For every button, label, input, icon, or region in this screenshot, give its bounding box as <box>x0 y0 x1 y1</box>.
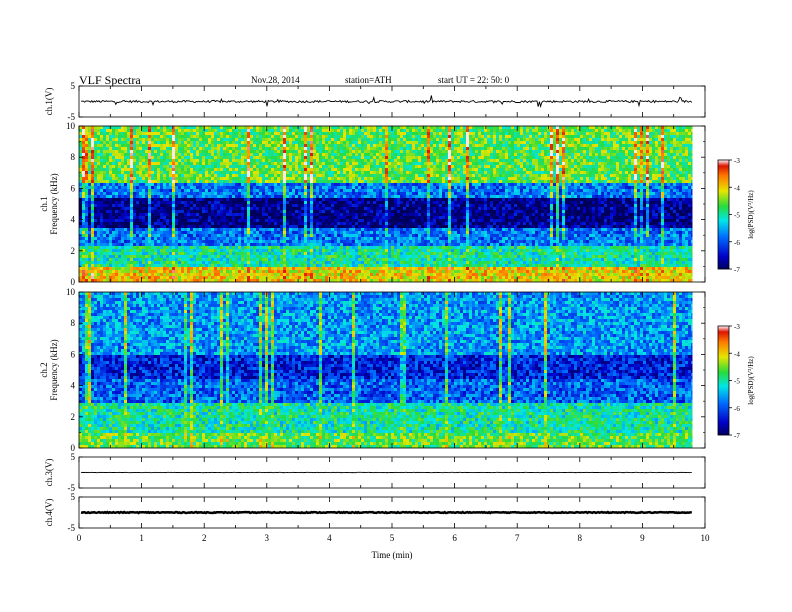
y-tick-label: 6 <box>71 349 76 359</box>
x-tick-label: 4 <box>327 533 332 543</box>
colorbar-tick-label: -4 <box>734 350 740 358</box>
y-axis-label: Frequency (kHz) <box>49 173 59 234</box>
trace-1 <box>81 96 692 107</box>
x-tick-label: 7 <box>515 533 520 543</box>
x-tick-label: 6 <box>452 533 457 543</box>
colorbar-label: log(PSD)(V²/Hz) <box>747 356 755 405</box>
panel-5: 5 -5 ch.4(V) <box>44 492 705 533</box>
colorbar-tick-label: -5 <box>734 212 740 220</box>
x-tick-label: 8 <box>578 533 583 543</box>
x-axis-label: Time (min) <box>372 550 413 560</box>
colorbar-3: -3 -4 -5 -6 -7 log(PSD)(V²/Hz) <box>718 323 755 440</box>
y-tick-label: 8 <box>71 152 76 162</box>
y-tick-label: 5 <box>71 492 76 502</box>
colorbar-label: log(PSD)(V²/Hz) <box>747 190 755 239</box>
panel-1: 5-5ch.1(V) <box>44 81 705 122</box>
colorbar-tick-label: -3 <box>734 157 740 165</box>
y-tick-label: 5 <box>71 81 76 91</box>
colorbar-tick-label: -6 <box>734 405 740 413</box>
trace-5 <box>81 512 692 513</box>
x-tick-label: 9 <box>640 533 645 543</box>
colorbar-tick-label: -3 <box>734 323 740 331</box>
panel-2: -3 -4 -5 -6 -7 log(PSD)(V²/Hz) 0 2 4 6 8 10 ch.1 Freq… <box>39 121 755 287</box>
y-axis-label: ch.1(V) <box>44 88 54 116</box>
y-axis-label: ch.3(V) <box>44 459 54 487</box>
y-tick-label: 0 <box>71 277 76 287</box>
x-tick-label: 0 <box>77 533 82 543</box>
spectrogram-2 <box>79 126 692 282</box>
panel-4: 5-5ch.3(V) <box>44 452 705 493</box>
x-tick-label: 10 <box>701 533 711 543</box>
y-axis-label: ch.4(V) <box>44 499 54 527</box>
colorbar-2: -3 -4 -5 -6 -7 log(PSD)(V²/Hz) <box>718 157 755 274</box>
colorbar-tick-label: -6 <box>734 239 740 247</box>
y-tick-label: 2 <box>71 412 76 422</box>
y-tick-label: -5 <box>68 523 76 533</box>
colorbar-tick-label: -7 <box>734 266 740 274</box>
x-tick-label: 3 <box>265 533 270 543</box>
x-tick-label: 2 <box>202 533 207 543</box>
y-tick-label: 2 <box>71 246 76 256</box>
y-tick-label: 4 <box>71 215 76 225</box>
colorbar-tick-label: -4 <box>734 184 740 192</box>
y-tick-label: 10 <box>66 121 76 131</box>
y-tick-label: 5 <box>71 452 76 462</box>
colorbar-tick-label: -7 <box>734 432 740 440</box>
x-tick-label: 1 <box>139 533 144 543</box>
y-tick-label: 8 <box>71 318 76 328</box>
y-tick-label: 6 <box>71 183 76 193</box>
colorbar-tick-label: -5 <box>734 378 740 386</box>
y-tick-label: 10 <box>66 287 76 297</box>
y-axis-label: Frequency (kHz) <box>49 339 59 400</box>
y-axis-label: ch.1 <box>39 196 49 211</box>
y-axis-label: ch.2 <box>39 362 49 377</box>
y-tick-label: 4 <box>71 381 76 391</box>
x-tick-label: 5 <box>390 533 395 543</box>
spectrogram-3 <box>79 292 692 448</box>
